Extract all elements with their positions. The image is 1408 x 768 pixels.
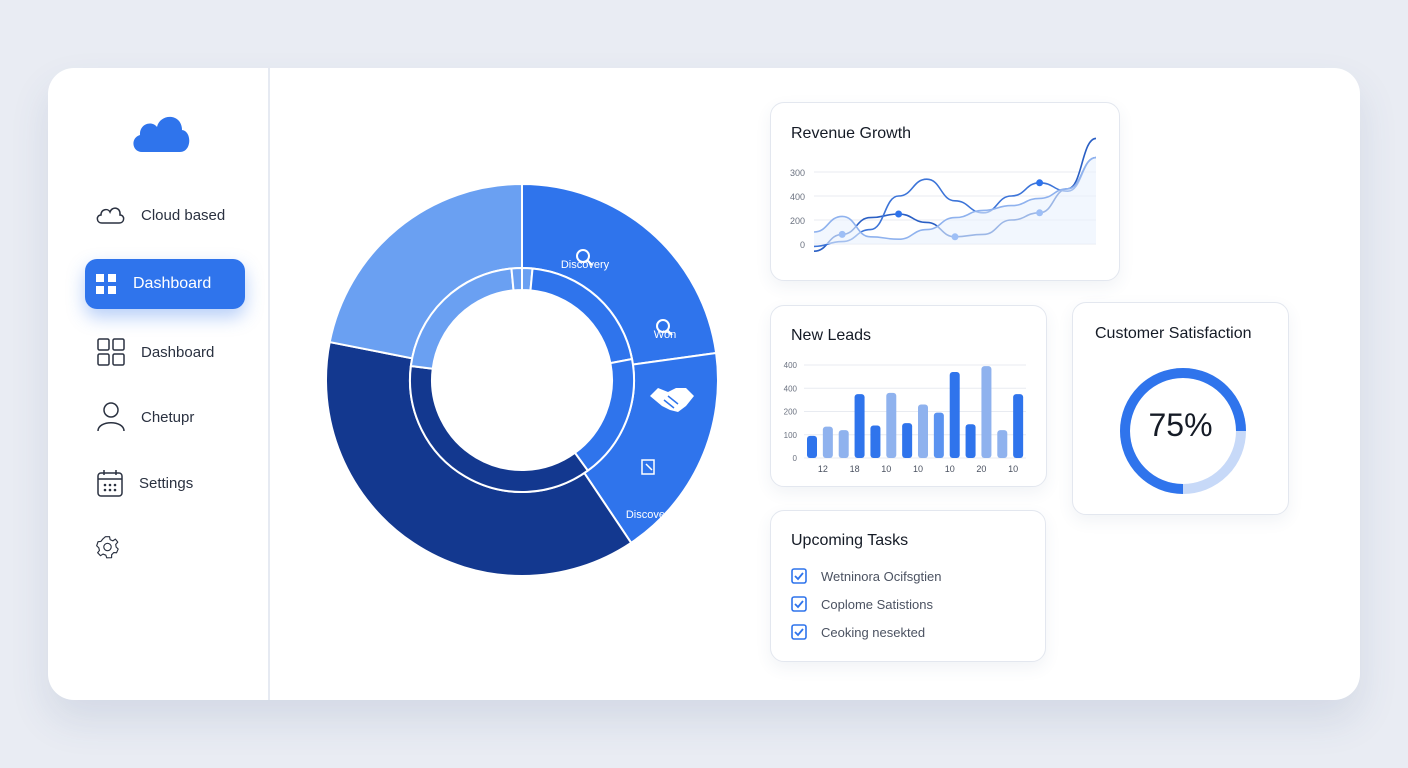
search-icon [656,319,673,336]
task-label: Ceoking nesekted [821,624,926,640]
bar [918,404,928,458]
sidebar-item-gear[interactable] [85,522,135,572]
search-icon-lens [576,249,590,263]
card-title: Customer Satisfaction [1095,325,1252,342]
sidebar-item-label: Dashboard [133,275,212,292]
bar [965,424,976,458]
bar [807,435,817,458]
handshake-icon-detail [663,395,679,409]
y-tick-label: 0 [793,454,798,463]
handshake-icon [650,388,694,412]
bar [870,425,881,458]
sidebar-item-label: Cloud based [141,206,226,224]
revenue-growth-card: Revenue Growth 0 200 400 300 [770,102,1120,281]
bar [854,394,865,458]
task-item[interactable]: Ceoking nesekted [791,624,925,640]
bar [949,371,960,458]
search-icon-handle [666,329,673,336]
upcoming-tasks-card: Upcoming Tasks Wetninora Ocifsgtien Coplo… [770,510,1046,662]
calendar-icon [97,470,123,497]
x-tick-label: 10 [1008,464,1018,474]
sidebar-item-label: Dashboard [141,343,215,361]
x-tick-label: 12 [818,464,828,474]
customer-satisfaction-card: Customer Satisfaction 75% [1072,302,1289,515]
series-area [814,157,1096,244]
inner-slice-5 [510,266,524,292]
card-title: Upcoming Tasks [791,532,909,549]
y-tick-label: 200 [790,216,805,226]
sidebar-item-settings[interactable]: Settings [85,458,245,508]
x-tick-label: 20 [976,464,986,474]
gear-icon [96,536,119,559]
sidebar-item-chetupr[interactable]: Chetupr [85,392,245,442]
y-tick-label: 0 [800,240,805,250]
satisfaction-value: 75% [1148,407,1213,443]
y-tick-label: 100 [784,431,798,440]
data-point [895,210,903,218]
x-tick-label: 10 [945,464,955,474]
y-tick-label: 300 [790,168,805,178]
card-title: Revenue Growth [791,125,912,142]
cloud-logo-icon [133,116,190,152]
bar [933,412,944,458]
search-icon-lens [656,319,670,333]
x-tick-label: 10 [881,464,891,474]
checkbox-checked-icon[interactable] [791,568,807,584]
satisfaction-gauge [1120,368,1246,494]
y-tick-label: 400 [784,384,798,393]
sidebar-item-label: Chetupr [141,408,195,426]
y-tick-label: 400 [784,361,798,370]
grid-outline-icon [97,338,125,366]
bar [902,423,913,458]
task-item[interactable]: Wetninora Ocifsgtien [791,568,941,584]
x-tick-label: 10 [913,464,923,474]
revenue-line-chart: 0 200 400 300 [790,137,1097,252]
checkbox-checked-icon[interactable] [791,596,807,612]
bar [1013,394,1024,458]
document-icon [641,459,655,475]
task-label: Wetninora Ocifsgtien [821,568,942,584]
data-point [1036,179,1044,187]
slice-label: Discovery [626,509,675,521]
x-tick-label: 18 [850,464,860,474]
search-icon [576,249,593,266]
sidebar-item-label: Settings [139,474,194,492]
sidebar-item-dashboard[interactable]: Dashboard [85,259,245,309]
bar [838,430,849,458]
task-label: Coplome Satistions [821,596,933,612]
search-icon-handle [586,259,593,266]
bar [981,366,992,458]
sidebar-item-dashboard-2[interactable]: Dashboard [85,327,245,377]
sidebar-divider [268,68,270,700]
cloud-outline-icon [96,207,125,224]
bar [822,426,833,458]
checkbox-checked-icon[interactable] [791,624,807,640]
task-item[interactable]: Coplome Satistions [791,596,933,612]
new-leads-bar-chart: 0 100 200 400 400 12 18 10 10 10 20 10 [784,361,1026,474]
y-tick-label: 400 [790,192,805,202]
bar [997,430,1008,458]
grid-filled-icon [96,274,116,294]
document-icon-shape [641,459,655,475]
bar [886,392,897,458]
card-title: New Leads [791,327,872,344]
y-tick-label: 200 [784,408,798,417]
new-leads-card: New Leads 0 100 200 400 400 12 18 10 10 10 20 10 [770,305,1047,487]
sidebar-item-cloud-based[interactable]: Cloud based [85,190,245,240]
user-icon [97,402,125,432]
slice-label: Discovery [561,259,610,271]
series-line-2 [813,156,1097,241]
